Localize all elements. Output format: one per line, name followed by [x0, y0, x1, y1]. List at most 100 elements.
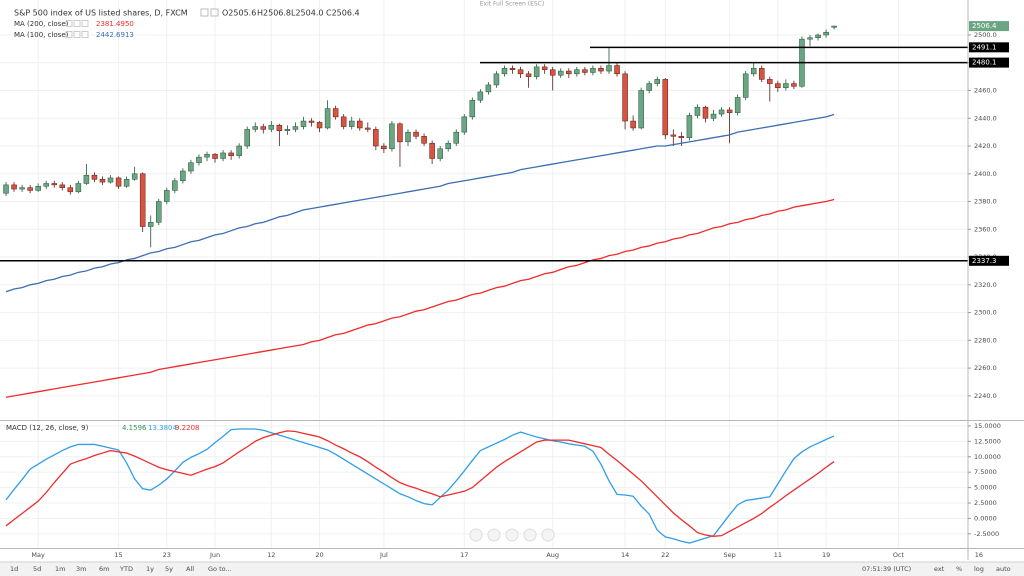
- y-tick-label: 2420.0: [974, 142, 997, 150]
- icon[interactable]: [65, 31, 73, 38]
- option-button[interactable]: %: [956, 565, 962, 573]
- range-button[interactable]: 5d: [33, 565, 41, 573]
- candle-body: [775, 83, 781, 88]
- legend-ma100-value: 2442.6913: [96, 31, 134, 39]
- candle-body: [59, 184, 66, 188]
- candle-body: [131, 173, 138, 180]
- range-button[interactable]: 1m: [55, 565, 65, 573]
- x-tick-label: Jun: [209, 551, 220, 559]
- candle-body: [525, 73, 532, 77]
- candle-body: [815, 34, 821, 39]
- ohlc-low: L2504.0: [291, 9, 323, 18]
- option-button[interactable]: ext: [934, 565, 945, 573]
- level-label-box: [969, 255, 1009, 266]
- candle-body: [750, 68, 757, 75]
- chart-title: S&P 500 index of US listed shares, D, FX…: [14, 9, 188, 18]
- icon[interactable]: [73, 31, 81, 38]
- candle-body: [91, 174, 98, 180]
- icon[interactable]: [65, 20, 73, 27]
- x-tick-label: 20: [315, 551, 323, 559]
- candle-body: [485, 84, 492, 93]
- icon[interactable]: [210, 8, 219, 17]
- candle-body: [268, 124, 275, 130]
- candle-body: [292, 126, 299, 130]
- marks: [0, 25, 968, 544]
- candle-body: [718, 109, 725, 115]
- candle-body: [83, 174, 90, 184]
- candle-body: [469, 99, 476, 118]
- candle-body: [421, 136, 427, 144]
- candle-body: [710, 113, 717, 119]
- candle-body: [260, 126, 267, 130]
- candle-body: [365, 127, 371, 130]
- candle-body: [19, 187, 25, 190]
- candle-body: [244, 129, 250, 147]
- range-button[interactable]: All: [186, 565, 194, 573]
- candle-body: [734, 97, 741, 113]
- y-tick-label: -2.5000: [974, 530, 999, 538]
- legend-icons: [65, 8, 219, 38]
- candle-body: [389, 123, 395, 150]
- range-button[interactable]: 1d: [10, 565, 18, 573]
- ohlc-high: H2506.8: [257, 9, 291, 18]
- candle-body: [582, 69, 588, 73]
- x-tick-label: 11: [774, 551, 782, 559]
- toolbar: [0, 562, 1024, 576]
- icon[interactable]: [81, 20, 89, 27]
- control-button[interactable]: [487, 528, 501, 542]
- legend-ma200-value: 2381.4950: [96, 20, 134, 28]
- candle-body: [413, 131, 419, 137]
- y-tick-label: 2260.0: [974, 364, 997, 372]
- candle-body: [316, 122, 323, 129]
- candle-body: [541, 66, 548, 70]
- moving-average: [5, 198, 835, 398]
- x-tick-label: Oct: [893, 551, 905, 559]
- indicator-line: [5, 430, 835, 537]
- candle-body: [807, 37, 813, 40]
- range-button[interactable]: YTD: [119, 565, 133, 573]
- candle-body: [196, 156, 202, 163]
- range-button[interactable]: 5y: [165, 565, 173, 573]
- x-tick-label: Sep: [723, 551, 735, 559]
- control-button[interactable]: [469, 528, 483, 542]
- candle-body: [11, 184, 17, 190]
- option-button[interactable]: log: [974, 565, 984, 573]
- candle-body: [357, 120, 363, 129]
- control-button[interactable]: [505, 528, 519, 542]
- icon[interactable]: [200, 8, 209, 17]
- candle-body: [759, 68, 765, 80]
- control-button[interactable]: [541, 528, 555, 542]
- candle-body: [51, 183, 57, 186]
- x-tick-label: 16: [975, 551, 983, 559]
- candle-body: [284, 129, 291, 131]
- option-button[interactable]: auto: [996, 565, 1011, 573]
- exit-fullscreen[interactable]: Exit Full Screen (ESC): [480, 1, 544, 8]
- icon[interactable]: [81, 31, 89, 38]
- macd-value: 13.3804: [148, 424, 177, 432]
- candle-body: [493, 73, 500, 86]
- range-button[interactable]: 3m: [76, 565, 86, 573]
- y-tick-label: 2300.0: [974, 309, 997, 317]
- level-label: 2491.1: [972, 43, 997, 51]
- control-button[interactable]: [523, 528, 537, 542]
- candle-body: [461, 116, 468, 133]
- candle-body: [324, 108, 331, 129]
- range-button[interactable]: Go to...: [208, 565, 232, 573]
- candle-body: [212, 154, 218, 159]
- candle-body: [686, 115, 693, 138]
- candle-body: [678, 136, 685, 138]
- candle-body: [533, 66, 540, 77]
- range-button[interactable]: 6m: [99, 565, 109, 573]
- range-button[interactable]: 1y: [146, 565, 154, 573]
- candle-body: [517, 69, 524, 75]
- candle-body: [43, 183, 49, 187]
- y-tick-label: 2240.0: [974, 392, 997, 400]
- candle-body: [702, 106, 709, 119]
- candle-body: [204, 154, 210, 158]
- candle-body: [67, 187, 74, 193]
- signal-value: 9.2208: [175, 424, 200, 432]
- icon[interactable]: [73, 20, 81, 27]
- y-tick-label: 12.5000: [974, 437, 1001, 445]
- candle-body: [172, 180, 178, 191]
